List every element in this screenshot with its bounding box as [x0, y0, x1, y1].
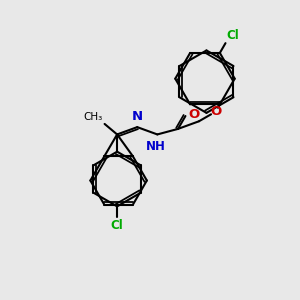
Text: Cl: Cl [227, 29, 239, 42]
Text: CH₃: CH₃ [83, 112, 102, 122]
Text: N: N [132, 110, 143, 123]
Text: O: O [210, 105, 221, 118]
Text: O: O [188, 108, 200, 121]
Text: NH: NH [146, 140, 166, 153]
Text: Cl: Cl [111, 219, 124, 232]
